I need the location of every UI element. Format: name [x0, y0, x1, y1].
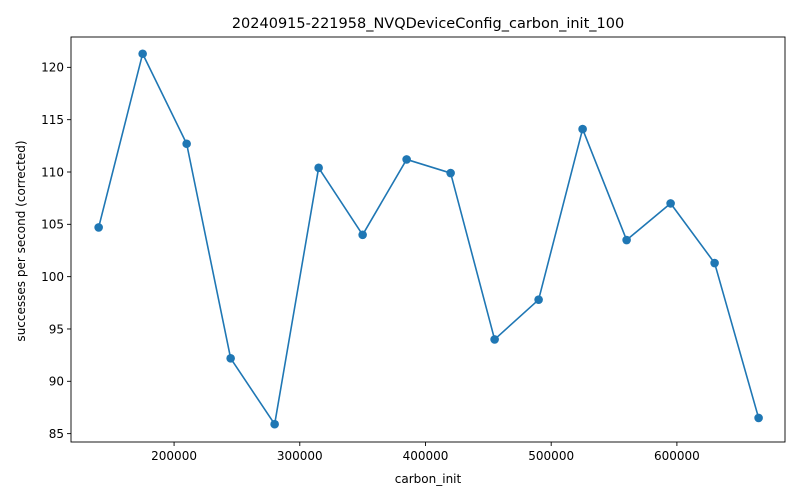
y-tick-label: 110: [41, 165, 64, 179]
y-tick-label: 100: [41, 270, 64, 284]
y-tick-label: 95: [49, 322, 64, 336]
y-tick-label: 105: [41, 218, 64, 232]
chart-title: 20240915-221958_NVQDeviceConfig_carbon_i…: [232, 16, 624, 32]
data-point: [578, 124, 587, 134]
y-tick-label: 85: [49, 427, 64, 441]
x-axis-label: carbon_init: [395, 472, 462, 486]
data-point: [402, 155, 411, 164]
x-tick-label: 500000: [528, 449, 574, 463]
data-point: [226, 353, 235, 363]
data-point: [490, 335, 499, 344]
data-point: [710, 258, 719, 268]
series-layer: [94, 49, 763, 429]
y-axis-label: successes per second (corrected): [14, 140, 28, 341]
axes-frame: [70, 36, 786, 443]
y-tick-label: 120: [41, 61, 64, 75]
data-point: [666, 199, 675, 208]
data-point: [446, 168, 455, 178]
data-point: [358, 230, 367, 240]
x-tick-label: 300000: [277, 449, 323, 463]
x-tick-label: 400000: [403, 449, 449, 463]
data-point: [182, 139, 191, 149]
data-point: [622, 235, 631, 245]
series-line: [97, 52, 760, 426]
y-tick-label: 90: [49, 375, 64, 389]
data-point: [94, 223, 103, 232]
data-point: [314, 163, 323, 173]
y-axis-ticks: 85 90 95 100 105 110 115 120: [41, 61, 71, 441]
x-tick-label: 600000: [654, 449, 700, 463]
x-axis-ticks: 200000 300000 400000 500000 600000: [151, 442, 700, 463]
plot-area: 200000 300000 400000 500000 600000 85 90 95 100…: [41, 36, 786, 463]
data-point: [270, 419, 279, 429]
data-point: [754, 413, 763, 423]
y-tick-label: 115: [41, 113, 64, 127]
x-tick-label: 200000: [151, 449, 197, 463]
data-point: [138, 49, 147, 59]
data-point: [534, 295, 543, 304]
